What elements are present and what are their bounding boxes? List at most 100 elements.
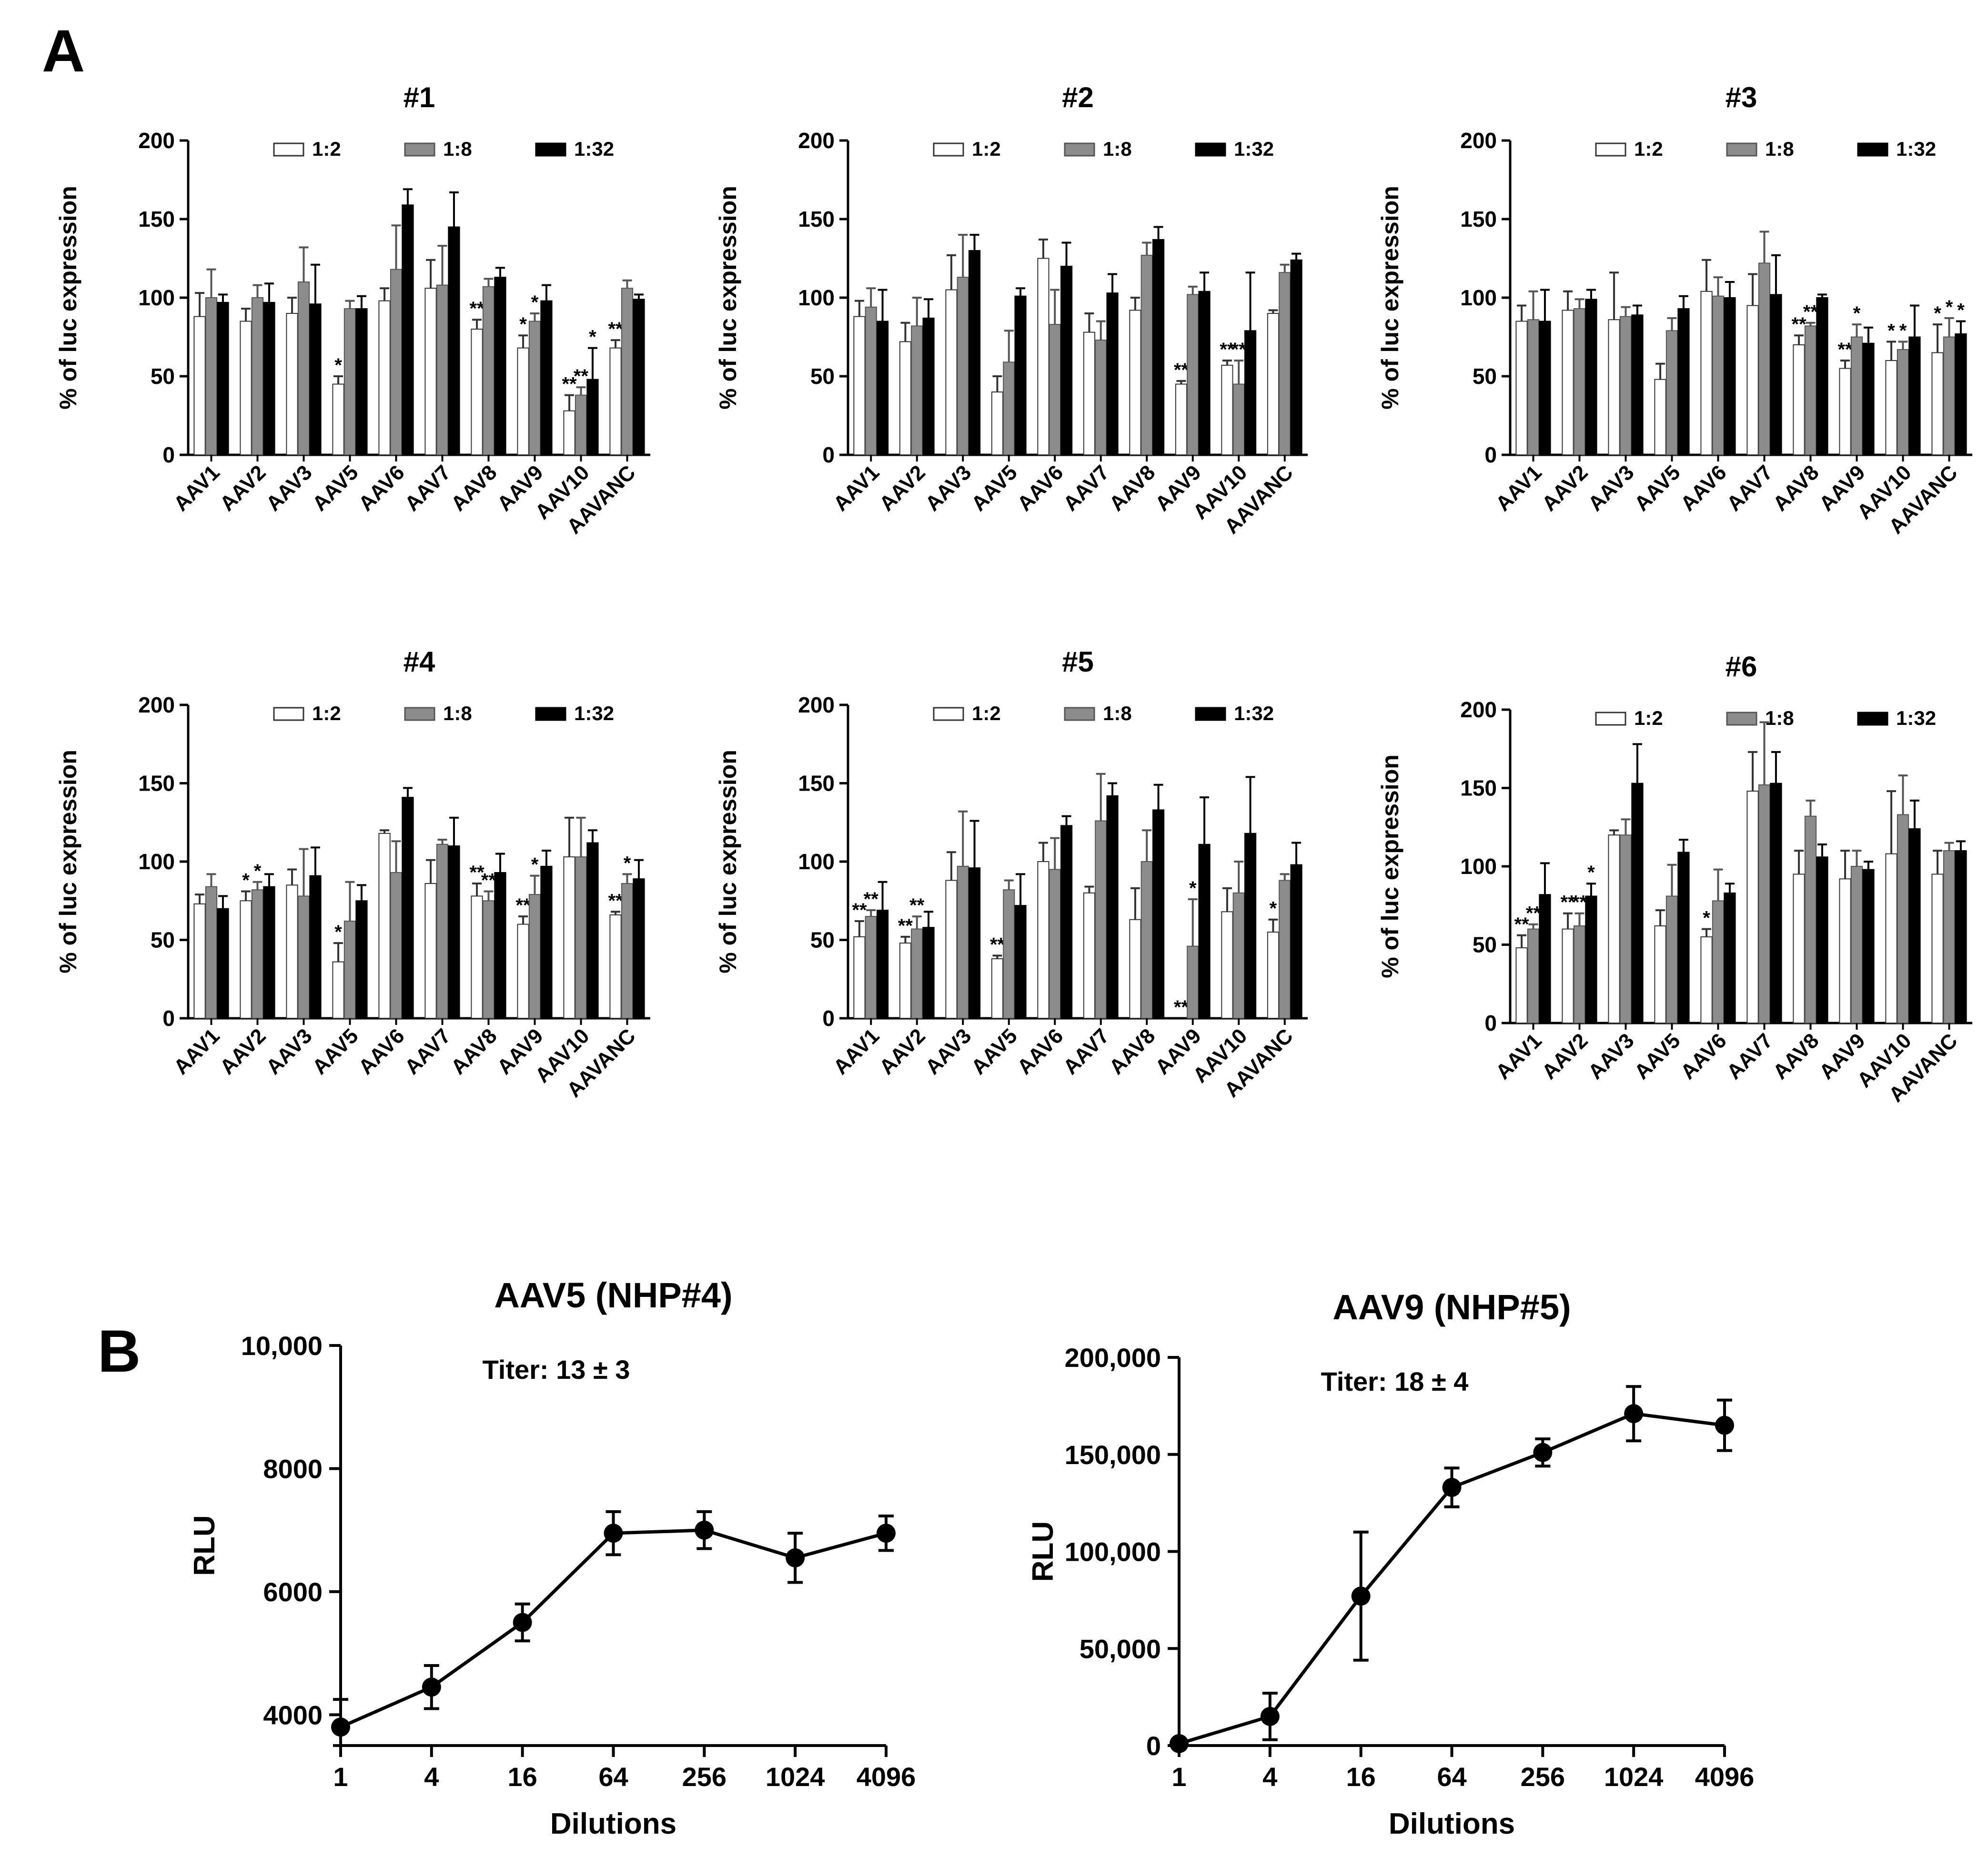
significance-marker: * xyxy=(254,861,262,882)
bar-AAV3-1:2 xyxy=(945,289,958,455)
y-tick-label: 200 xyxy=(138,693,175,717)
significance-marker: * xyxy=(1270,898,1277,919)
bar-AAV5-1:32 xyxy=(1014,905,1027,1019)
significance-marker: ** xyxy=(898,915,913,936)
bar-AAV9-1:32 xyxy=(540,865,553,1019)
significance-marker: ** xyxy=(1560,892,1575,913)
bar-AAV3-1:32 xyxy=(1631,783,1644,1024)
bar-AAVANC-1:2 xyxy=(609,914,622,1019)
significance-marker: ** xyxy=(481,870,496,891)
bar-AAV7-1:2 xyxy=(1083,331,1096,455)
bar-chart-p2: #2 0 50 100 150 200 % of luc expression 1:2 1:8 1… xyxy=(715,81,1308,539)
significance-marker: * xyxy=(334,922,342,943)
bar-AAV10-1:8 xyxy=(575,856,587,1019)
line-chart-b1: AAV5 (NHP#4) Titer: 13 ± 3 4000 6000 8000 10,… xyxy=(188,1275,916,1840)
bar-AAV10-1:32 xyxy=(1908,828,1921,1024)
legend-label: 1:2 xyxy=(1634,707,1663,729)
bar-AAV3-1:32 xyxy=(1631,314,1644,455)
bar-AAV9-1:32 xyxy=(1198,843,1211,1019)
legend-label: 1:2 xyxy=(312,702,341,724)
bar-AAV7-1:2 xyxy=(1083,892,1096,1019)
bar-AAV2-1:8 xyxy=(1573,925,1586,1024)
bar-AAV5-1:8 xyxy=(1665,895,1678,1024)
data-point xyxy=(1624,1404,1644,1424)
chart-title: #1 xyxy=(404,81,435,113)
bar-AAV1-1:2 xyxy=(193,316,206,455)
y-tick-label: 0 xyxy=(1484,1011,1497,1035)
bar-AAV7-1:32 xyxy=(448,226,460,455)
bar-AAV9-1:8 xyxy=(528,321,541,455)
bar-AAV7-1:8 xyxy=(1095,340,1107,455)
bar-AAV1-1:2 xyxy=(1515,321,1528,455)
y-tick-label: 150 xyxy=(138,771,175,796)
bar-AAV8-1:8 xyxy=(1140,254,1153,456)
bar-AAV8-1:32 xyxy=(494,872,506,1019)
y-axis-label: % of luc expression xyxy=(715,186,741,410)
bar-AAV8-1:8 xyxy=(1804,325,1817,456)
data-point xyxy=(1260,1706,1280,1726)
y-tick-label: 100,000 xyxy=(1065,1537,1161,1567)
y-axis-label: % of luc expression xyxy=(55,186,81,410)
significance-marker: * xyxy=(1957,300,1965,321)
legend-label: 1:8 xyxy=(443,138,472,160)
bar-AAV9-1:2 xyxy=(1175,383,1188,455)
legend-swatch-1:8 xyxy=(404,707,435,721)
chart-title: #3 xyxy=(1726,81,1757,113)
x-tick-label: 4 xyxy=(1262,1762,1277,1792)
y-tick-label: 0 xyxy=(822,1006,835,1031)
bar-AAV10-1:8 xyxy=(575,394,587,455)
bar-AAV8-1:2 xyxy=(1793,873,1805,1024)
bar-AAV1-1:32 xyxy=(217,301,229,456)
bar-AAV8-1:8 xyxy=(482,900,495,1019)
bar-AAV10-1:2 xyxy=(1885,360,1897,455)
y-tick-label: 50 xyxy=(810,928,835,953)
y-tick-label: 100 xyxy=(138,849,175,874)
legend-swatch-1:2 xyxy=(933,142,964,157)
chart-title: AAV9 (NHP#5) xyxy=(1332,1287,1571,1327)
significance-marker: ** xyxy=(469,862,484,883)
bar-AAV6-1:8 xyxy=(390,872,403,1019)
bar-AAV8-1:8 xyxy=(482,286,495,456)
bar-AAV5-1:32 xyxy=(355,900,368,1019)
significance-marker: ** xyxy=(469,298,484,319)
bar-AAV1-1:2 xyxy=(193,903,206,1019)
significance-marker: * xyxy=(1946,297,1953,318)
bar-AAV8-1:32 xyxy=(1816,297,1828,455)
bar-AAV6-1:8 xyxy=(390,269,403,455)
bar-AAVANC-1:2 xyxy=(1267,932,1280,1019)
y-tick-label: 200 xyxy=(1460,128,1497,153)
significance-marker: ** xyxy=(1220,339,1235,360)
y-tick-label: 200 xyxy=(138,128,175,153)
y-tick-label: 8000 xyxy=(263,1454,323,1484)
y-tick-label: 200,000 xyxy=(1065,1343,1161,1373)
bar-AAV3-1:2 xyxy=(286,313,298,455)
significance-marker: * xyxy=(1887,320,1895,341)
bar-AAV8-1:32 xyxy=(1816,856,1828,1024)
bar-AAV9-1:32 xyxy=(1862,342,1875,456)
bar-AAV6-1:32 xyxy=(1060,266,1073,455)
legend-label: 1:2 xyxy=(972,138,1001,160)
x-tick-label: 16 xyxy=(1346,1762,1376,1792)
bar-AAV2-1:8 xyxy=(251,297,264,455)
bar-AAV3-1:2 xyxy=(286,884,298,1019)
data-point xyxy=(513,1613,532,1632)
bar-AAV5-1:8 xyxy=(1665,330,1678,455)
significance-marker: ** xyxy=(864,889,879,910)
x-tick-label: 1024 xyxy=(766,1762,825,1792)
bar-AAVANC-1:8 xyxy=(621,883,634,1019)
y-tick-label: 0 xyxy=(1146,1731,1161,1761)
bar-AAV9-1:8 xyxy=(1187,945,1199,1019)
bar-AAVANC-1:32 xyxy=(1290,259,1302,455)
bar-AAV3-1:32 xyxy=(968,867,981,1019)
bar-AAV9-1:32 xyxy=(1862,869,1875,1024)
y-tick-label: 150 xyxy=(798,207,835,231)
bar-AAV7-1:2 xyxy=(424,288,437,455)
bar-AAV6-1:2 xyxy=(378,833,391,1019)
y-tick-label: 100 xyxy=(1460,285,1497,310)
data-point xyxy=(1442,1478,1462,1497)
y-tick-label: 200 xyxy=(798,693,835,717)
bar-AAV1-1:32 xyxy=(876,909,889,1019)
y-axis-label: % of luc expression xyxy=(1377,754,1403,978)
legend-label: 1:2 xyxy=(1634,138,1663,160)
